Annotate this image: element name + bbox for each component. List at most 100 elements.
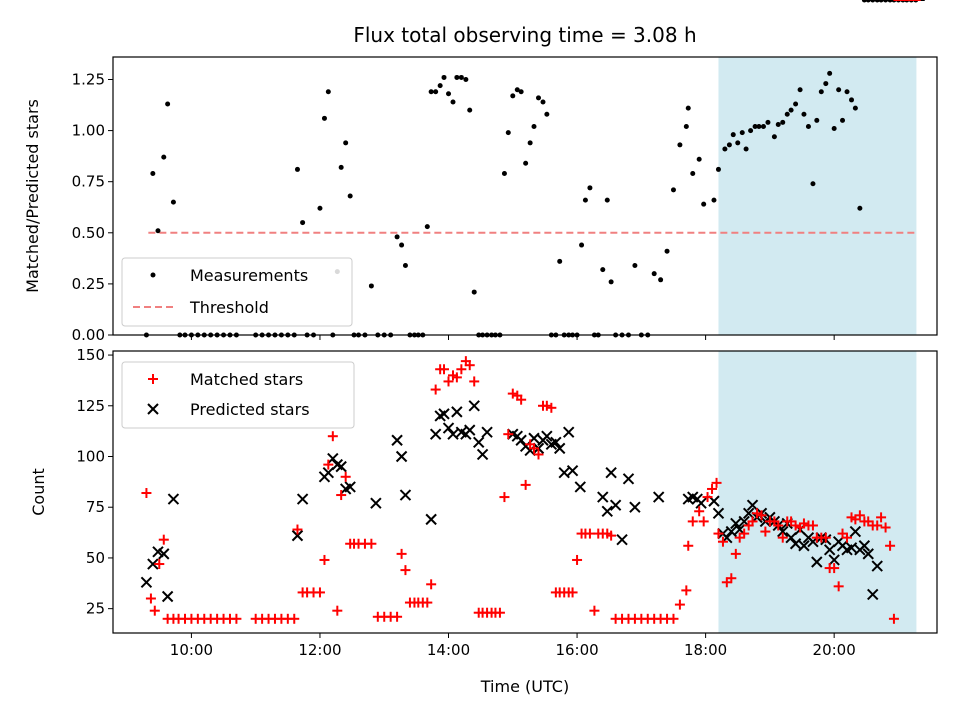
measurement-point [756, 124, 761, 129]
measurement-point [665, 249, 670, 254]
measurement-point [442, 75, 447, 80]
measurement-point [652, 271, 657, 276]
x-tick-label: 20:00 [813, 641, 856, 659]
measurement-point [536, 95, 541, 100]
measurement-point [165, 102, 170, 107]
measurement-point [716, 167, 721, 172]
measurement-point [789, 108, 794, 113]
measurement-point [836, 87, 841, 92]
bottom-y-tick-label: 100 [76, 447, 105, 465]
measurement-point [451, 99, 456, 104]
measurement-point [744, 146, 749, 151]
measurement-point [395, 234, 400, 239]
predicted-point [469, 401, 479, 411]
matched-point [469, 376, 479, 386]
measurement-point [722, 146, 727, 151]
predicted-point [444, 423, 454, 433]
top-panel: 0.000.250.500.751.001.25 Matched/Predict… [23, 0, 937, 344]
measurement-point [857, 206, 862, 211]
measurement-point [697, 157, 702, 162]
measurement-point [735, 140, 740, 145]
measurement-point [814, 118, 819, 123]
measurement-point [161, 155, 166, 160]
bottom-legend: Matched stars Predicted stars [122, 362, 354, 428]
measurement-point [684, 124, 689, 129]
measurement-point [780, 120, 785, 125]
measurement-point [632, 263, 637, 268]
measurement-point [502, 171, 507, 176]
measurement-point [840, 118, 845, 123]
matched-point [589, 606, 599, 616]
measurement-point [677, 142, 682, 147]
matched-point [694, 506, 704, 516]
measurement-point [853, 106, 858, 111]
predicted-point [474, 437, 484, 447]
matched-point [572, 555, 582, 565]
matched-point [392, 612, 402, 622]
measurement-point [544, 112, 549, 117]
matched-point [503, 429, 513, 439]
top-y-tick-label: 0.75 [72, 173, 105, 191]
x-tick-label: 10:00 [170, 641, 213, 659]
matched-point [150, 606, 160, 616]
matched-point [499, 492, 509, 502]
measurement-point [403, 263, 408, 268]
measurement-point [776, 122, 781, 127]
predicted-point [654, 492, 664, 502]
predicted-point [598, 492, 608, 502]
predicted-point [617, 535, 627, 545]
predicted-point [575, 482, 585, 492]
measurement-point [798, 87, 803, 92]
matched-point [426, 579, 436, 589]
measurement-point [433, 89, 438, 94]
measurement-point [425, 224, 430, 229]
measurement-point [866, 0, 871, 3]
measurement-point [609, 279, 614, 284]
matched-point [400, 565, 410, 575]
measurement-point [690, 171, 695, 176]
measurement-point [701, 202, 706, 207]
measurement-point [295, 167, 300, 172]
matched-point [146, 594, 156, 604]
matched-point [683, 541, 693, 551]
measurement-point [671, 187, 676, 192]
matched-point [341, 472, 351, 482]
measurement-point [150, 171, 155, 176]
legend-label-matched: Matched stars [190, 370, 303, 389]
matched-point [675, 600, 685, 610]
measurement-point [528, 140, 533, 145]
predicted-point [478, 449, 488, 459]
predicted-point [696, 498, 706, 508]
measurement-point [429, 89, 434, 94]
bottom-y-tick-label: 150 [76, 346, 105, 364]
measurement-point [343, 140, 348, 145]
measurement-point [326, 89, 331, 94]
measurement-point [339, 165, 344, 170]
matched-point [688, 516, 698, 526]
matched-point [141, 488, 151, 498]
predicted-point [400, 490, 410, 500]
predicted-point [568, 466, 578, 476]
measurement-point [832, 126, 837, 131]
predicted-point [606, 468, 616, 478]
measurement-point [605, 198, 610, 203]
measurement-point [300, 220, 305, 225]
measurement-point [583, 198, 588, 203]
matched-point [681, 585, 691, 595]
top-y-axis-label: Matched/Predicted stars [23, 99, 42, 293]
matched-point [289, 614, 299, 624]
bottom-y-tick-label: 125 [76, 397, 105, 415]
x-tick-label: 16:00 [555, 641, 598, 659]
predicted-point [141, 577, 151, 587]
measurement-point [463, 77, 468, 82]
measurement-point [870, 0, 875, 3]
matched-point [521, 480, 531, 490]
predicted-point [630, 502, 640, 512]
matched-point [328, 431, 338, 441]
predicted-point [431, 429, 441, 439]
measurement-point [845, 89, 850, 94]
measurement-point [523, 161, 528, 166]
matched-point [336, 490, 346, 500]
bottom-y-axis-label: Count [29, 468, 48, 516]
measurement-point [587, 185, 592, 190]
